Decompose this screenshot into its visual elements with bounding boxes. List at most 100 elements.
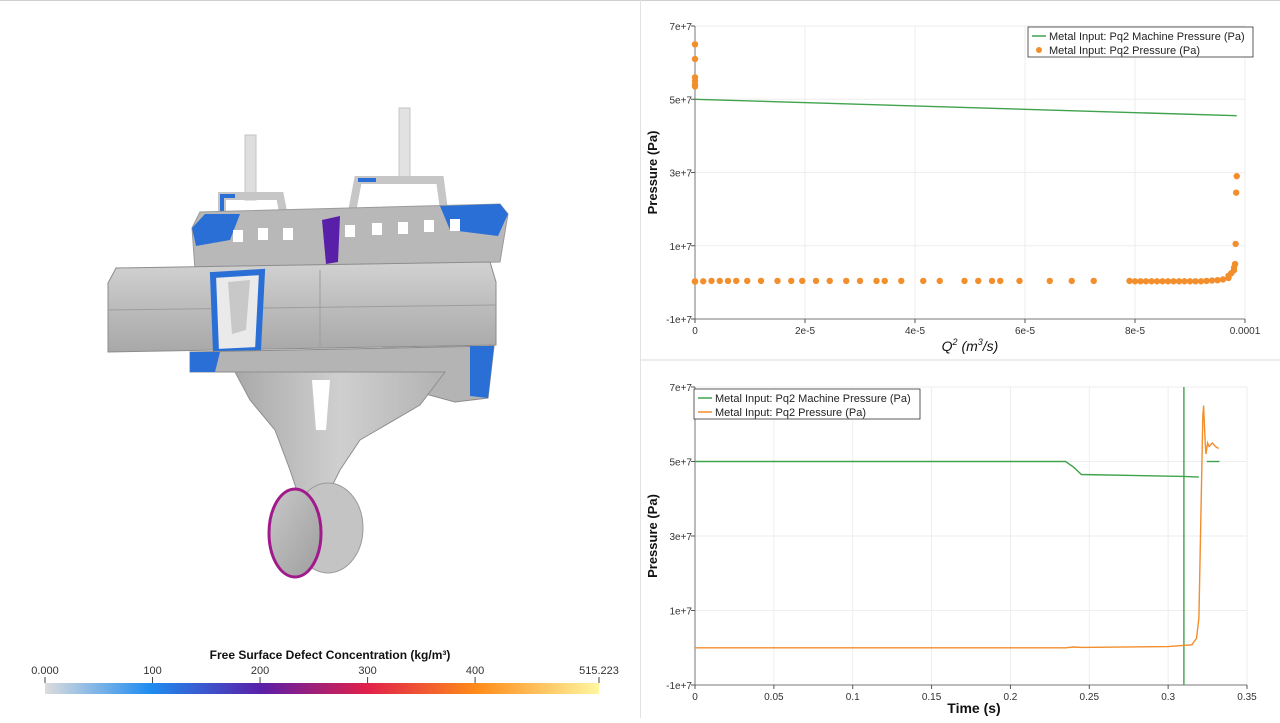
- data-point: [1203, 277, 1210, 285]
- y-tick-label: -1e+7: [666, 315, 692, 326]
- x-tick-label: 6e-5: [1015, 326, 1035, 337]
- boss-face: [267, 487, 323, 579]
- x-tick-label: 0.3: [1161, 692, 1175, 703]
- data-point: [1233, 189, 1240, 196]
- data-point: [1186, 278, 1194, 285]
- x-tick-label: 2e-5: [795, 326, 815, 337]
- colorbar-tick-label: 100: [143, 665, 161, 677]
- data-point: [1231, 260, 1239, 268]
- data-point: [1068, 277, 1075, 285]
- data-point: [788, 277, 795, 285]
- data-point: [1170, 278, 1177, 285]
- y-tick-label: 3e+7: [669, 169, 692, 180]
- series-0: [694, 98, 1237, 117]
- y-tick-label: 5e+7: [669, 95, 692, 106]
- x-tick-label: 0: [692, 692, 698, 703]
- panel-divider-horizontal[interactable]: [641, 359, 1280, 361]
- data-point: [1090, 277, 1097, 285]
- series-line: [695, 405, 1219, 649]
- data-point: [1137, 278, 1144, 285]
- data-point: [700, 278, 707, 285]
- colorbar-tick-label: 0.000: [31, 665, 59, 677]
- grid: [694, 386, 1248, 686]
- data-point: [1148, 278, 1155, 285]
- data-point: [708, 277, 715, 285]
- pressure-vs-q2-plot[interactable]: -1e+7 1e+7 3e+7 5e+7 7e+7 0 2e-5 4e-5 6e-5 8e-5 0.…: [641, 0, 1280, 359]
- data-point: [757, 277, 765, 285]
- data-point: [799, 277, 806, 285]
- data-point: [898, 277, 905, 285]
- x-tick-label: 0.1: [846, 692, 860, 703]
- pressure-vs-time-chart[interactable]: -1e+7 1e+7 3e+7 5e+7 7e+7 0 0.05 0.1 0.15 0.2 0.25…: [641, 361, 1280, 718]
- data-point: [843, 277, 850, 285]
- pressure-vs-q2-chart[interactable]: -1e+7 1e+7 3e+7 5e+7 7e+7 0 2e-5 4e-5 6e-5 8e-5 0.…: [641, 0, 1280, 359]
- y-tick-label: 5e+7: [669, 458, 692, 469]
- series-1: [695, 405, 1219, 649]
- colorbar-ticks: 0.000 100 200 300 400 515.223: [31, 665, 619, 683]
- data-point: [1197, 278, 1205, 285]
- data-point: [873, 277, 880, 285]
- casting-model[interactable]: [107, 107, 509, 579]
- x-tick-label: 0: [692, 326, 698, 337]
- flange-defect-left: [190, 352, 220, 372]
- legend-label: Metal Input: Pq2 Pressure (Pa): [715, 407, 866, 419]
- data-point: [1181, 278, 1188, 285]
- colorbar-title: Free Surface Defect Concentration (kg/m³…: [210, 648, 451, 662]
- y-tick-label: 1e+7: [669, 607, 692, 618]
- x-tick-label: 4e-5: [905, 326, 925, 337]
- window-strut: [228, 280, 250, 334]
- data-point: [774, 277, 781, 285]
- render-viewport[interactable]: Free Surface Defect Concentration (kg/m³…: [0, 0, 640, 718]
- legend: Metal Input: Pq2 Machine Pressure (Pa) Me…: [1027, 26, 1254, 58]
- x-axis-label: Q2 (m3/s): [942, 337, 999, 354]
- data-point: [691, 83, 699, 90]
- data-point: [1159, 278, 1166, 285]
- data-point: [733, 277, 740, 285]
- data-point: [1142, 278, 1150, 285]
- data-point: [812, 277, 820, 285]
- data-point: [1208, 277, 1216, 284]
- y-tick-label: 7e+7: [669, 22, 692, 33]
- x-tick-label: 0.2: [1003, 692, 1017, 703]
- data-point: [691, 41, 699, 48]
- data-point: [744, 277, 751, 285]
- panel-divider-vertical[interactable]: [640, 0, 641, 718]
- data-point: [1232, 240, 1239, 248]
- y-tick-label: 3e+7: [669, 532, 692, 543]
- x-tick-label: 0.05: [764, 692, 784, 703]
- pressure-vs-time-plot[interactable]: -1e+7 1e+7 3e+7 5e+7 7e+7 0 0.05 0.1 0.15 0.2 0.25…: [641, 361, 1280, 718]
- legend-label: Metal Input: Pq2 Machine Pressure (Pa): [715, 393, 911, 405]
- y-tick-label: 7e+7: [669, 383, 692, 394]
- data-point: [1192, 278, 1199, 285]
- data-point: [1126, 277, 1133, 285]
- data-point: [975, 277, 982, 285]
- riser-left: [244, 134, 257, 201]
- colorbar-tick-label: 400: [466, 665, 484, 677]
- x-tick-label: 0.25: [1080, 692, 1100, 703]
- legend-box: [1027, 26, 1254, 58]
- data-point: [1046, 277, 1053, 285]
- colorbar: Free Surface Defect Concentration (kg/m³…: [31, 648, 619, 694]
- y-axis-label: Pressure (Pa): [645, 494, 660, 578]
- series-line: [695, 460, 1199, 478]
- riser-right: [398, 107, 411, 179]
- y-axis-label: Pressure (Pa): [645, 131, 660, 215]
- y-tick-label: -1e+7: [666, 681, 692, 692]
- colorbar-tick-label: 200: [251, 665, 269, 677]
- casting-model-svg[interactable]: Free Surface Defect Concentration (kg/m³…: [0, 0, 640, 718]
- x-tick-label: 0.35: [1237, 692, 1257, 703]
- colorbar-tick-label: 300: [358, 665, 376, 677]
- legend-swatch: [1036, 47, 1042, 53]
- colorbar-tick-label: 515.223: [579, 665, 619, 677]
- data-point: [936, 277, 943, 285]
- series-1: [691, 41, 1240, 285]
- series-line: [694, 98, 1237, 117]
- data-point: [920, 277, 927, 285]
- beam-edge: [107, 304, 497, 311]
- data-point: [1153, 278, 1161, 285]
- data-point: [716, 277, 723, 285]
- data-point: [724, 277, 732, 285]
- x-tick-label: 8e-5: [1125, 326, 1145, 337]
- flange-defect-right: [470, 346, 494, 398]
- data-point: [997, 277, 1004, 285]
